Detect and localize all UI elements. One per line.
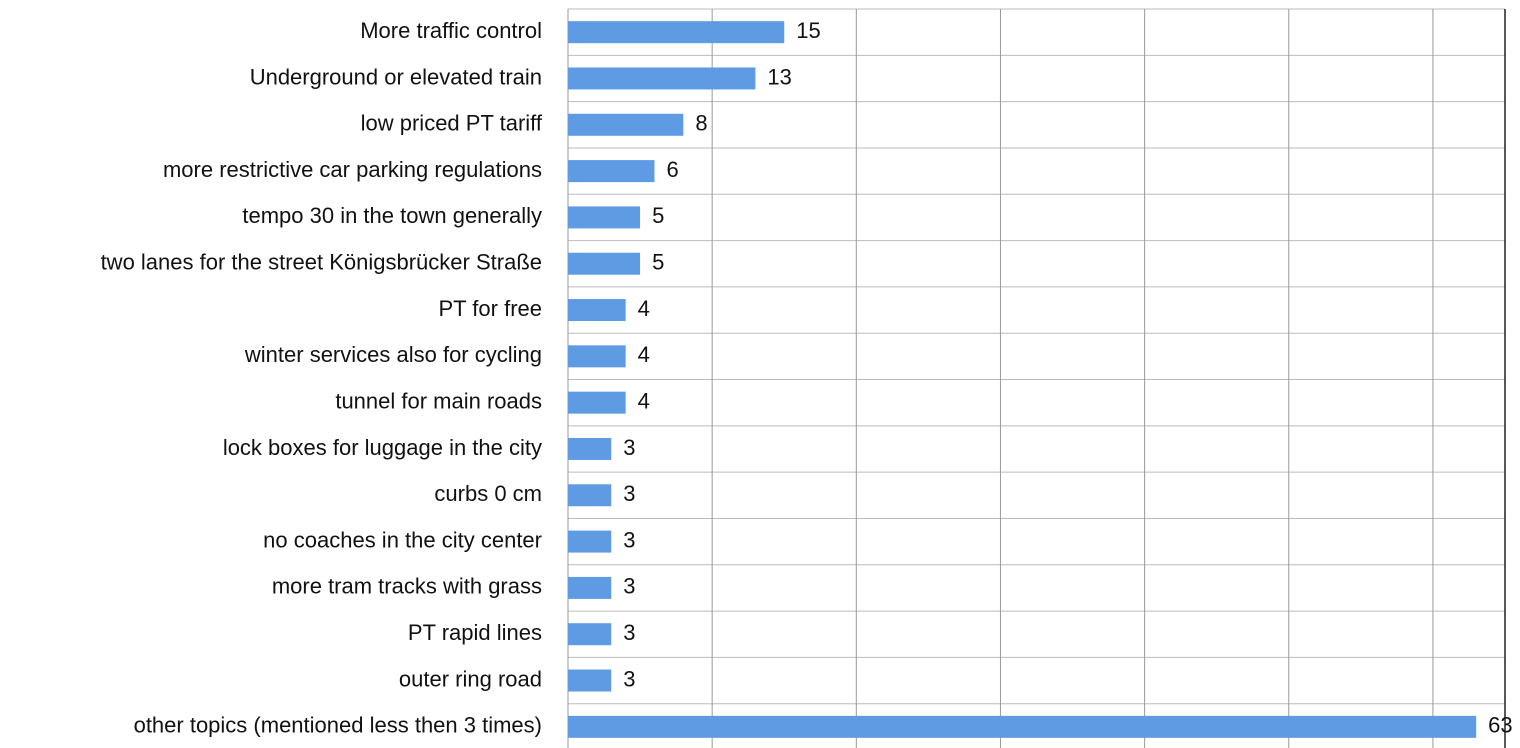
y-tick-label: tempo 30 in the town generally — [242, 203, 542, 228]
value-label: 13 — [767, 64, 791, 89]
bar — [568, 206, 641, 229]
bar — [568, 113, 684, 136]
value-label: 6 — [666, 157, 678, 182]
y-tick-label: more tram tracks with grass — [272, 574, 542, 599]
y-tick-label: PT for free — [438, 296, 542, 321]
y-tick-label: more restrictive car parking regulations — [163, 157, 542, 182]
value-label: 4 — [638, 296, 650, 321]
value-label: 3 — [623, 620, 635, 645]
bar — [568, 21, 785, 44]
value-label: 4 — [638, 342, 650, 367]
value-label: 8 — [695, 111, 707, 136]
bar — [568, 160, 655, 183]
y-tick-label: Underground or elevated train — [250, 64, 542, 89]
value-label: 5 — [652, 250, 664, 275]
value-label: 3 — [623, 435, 635, 460]
y-tick-label: tunnel for main roads — [335, 388, 542, 413]
value-label: 63 — [1488, 713, 1512, 738]
bar — [568, 530, 612, 553]
bar — [568, 484, 612, 507]
y-tick-label: low priced PT tariff — [361, 111, 543, 136]
y-tick-label: outer ring road — [399, 666, 542, 691]
y-tick-label: winter services also for cycling — [244, 342, 542, 367]
y-tick-label: two lanes for the street Königsbrücker S… — [101, 250, 542, 275]
value-label: 15 — [796, 18, 820, 43]
bar — [568, 623, 612, 646]
y-tick-label: curbs 0 cm — [434, 481, 542, 506]
bar — [568, 437, 612, 460]
bar — [568, 715, 1477, 738]
y-tick-label: lock boxes for luggage in the city — [223, 435, 542, 460]
y-tick-label: no coaches in the city center — [263, 527, 542, 552]
bar — [568, 345, 626, 368]
value-label: 3 — [623, 527, 635, 552]
value-label: 4 — [638, 388, 650, 413]
bar — [568, 299, 626, 322]
bar — [568, 252, 641, 275]
value-label: 3 — [623, 574, 635, 599]
bar — [568, 669, 612, 692]
y-tick-label: PT rapid lines — [408, 620, 542, 645]
bar — [568, 67, 756, 90]
value-label: 3 — [623, 481, 635, 506]
bar — [568, 576, 612, 599]
value-label: 3 — [623, 666, 635, 691]
value-label: 5 — [652, 203, 664, 228]
bar — [568, 391, 626, 414]
y-tick-label: More traffic control — [360, 18, 542, 43]
y-tick-label: other topics (mentioned less then 3 time… — [134, 713, 542, 738]
